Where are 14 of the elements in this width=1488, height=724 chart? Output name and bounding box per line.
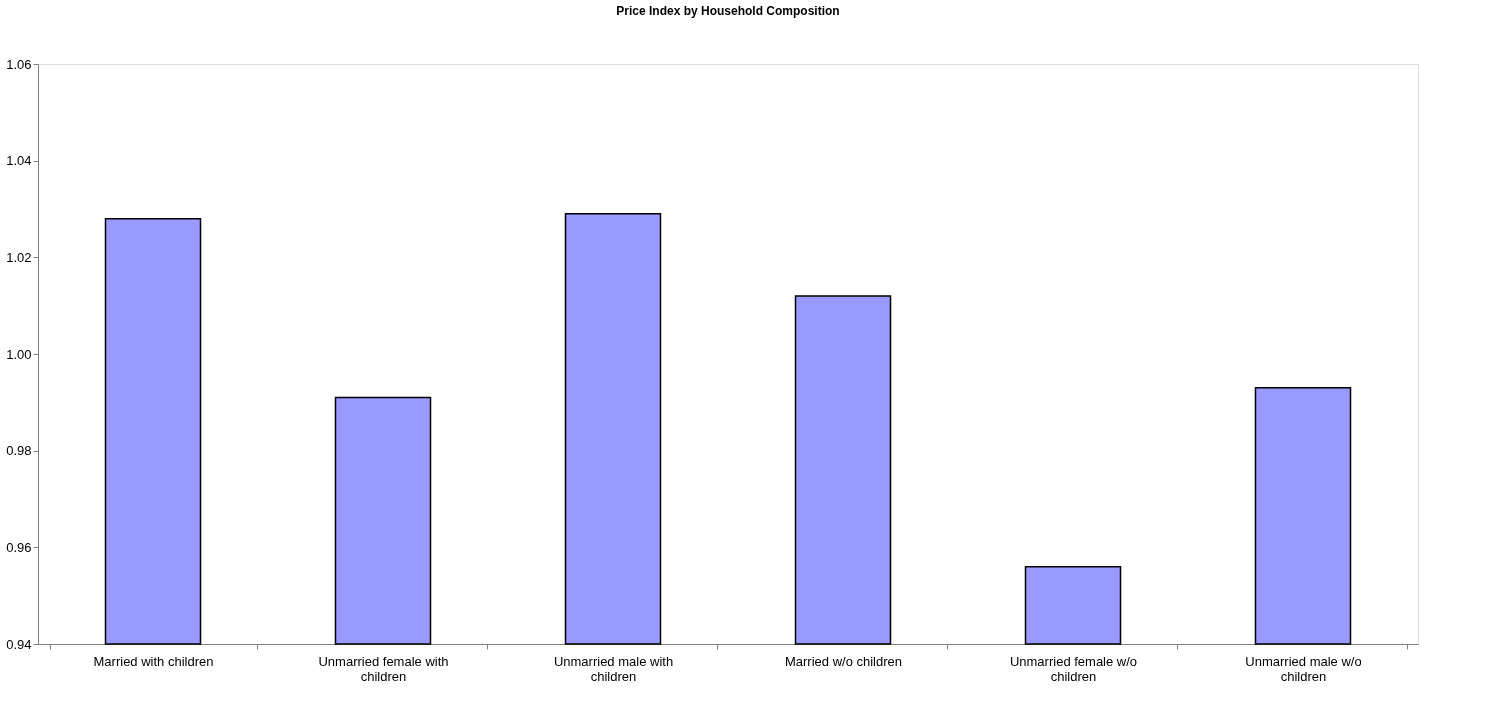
y-tick-label: 1.02: [6, 249, 32, 265]
y-tick-label: 0.94: [6, 636, 32, 652]
y-tick-label: 0.98: [6, 443, 32, 459]
y-tick-label: 1.06: [6, 56, 32, 72]
x-tick-label: Married with children: [93, 653, 214, 669]
x-tick-label: Married w/o children: [784, 653, 903, 669]
y-tick-label: 0.96: [6, 539, 32, 555]
x-tick-label: Unmarried female w/o children: [1009, 653, 1138, 684]
y-tick-label: 1.04: [6, 153, 32, 169]
x-tick-label: Unmarried male with children: [553, 653, 674, 684]
x-tick-label: Unmarried female with children: [318, 653, 449, 684]
x-tick-label: Unmarried male w/o children: [1245, 653, 1362, 684]
chart-title: Price Index by Household Composition: [616, 4, 840, 18]
y-tick-label: 1.00: [6, 346, 32, 362]
